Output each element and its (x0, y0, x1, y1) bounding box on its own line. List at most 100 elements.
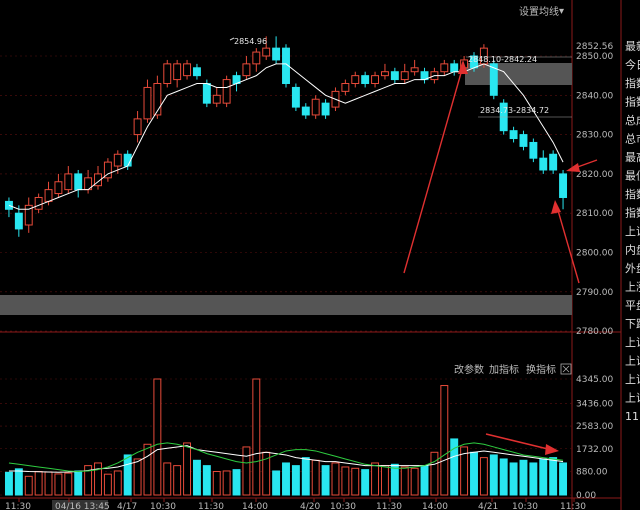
volume-bar[interactable] (4, 471, 13, 496)
candle[interactable] (54, 173, 63, 198)
volume-bar[interactable] (509, 462, 518, 496)
candle[interactable] (529, 138, 538, 163)
volume-bar[interactable] (94, 462, 102, 496)
candle[interactable] (410, 59, 419, 76)
volume-bar[interactable] (272, 470, 281, 496)
volume-bar[interactable] (311, 459, 320, 496)
candle[interactable] (440, 59, 449, 76)
candle[interactable] (4, 197, 13, 218)
volume-bar[interactable] (420, 465, 429, 496)
volume-bar[interactable] (44, 471, 53, 496)
candle[interactable] (450, 59, 459, 76)
candle[interactable] (212, 87, 221, 108)
candle[interactable] (163, 59, 172, 88)
volume-bar[interactable] (24, 475, 33, 496)
volume-bar[interactable] (341, 466, 350, 496)
volume-bar[interactable] (489, 454, 498, 496)
volume-bar[interactable] (113, 470, 122, 496)
volume-bars[interactable] (4, 378, 568, 496)
volume-bar[interactable] (84, 465, 93, 496)
volume-bar[interactable] (499, 458, 508, 496)
volume-bar[interactable] (143, 443, 152, 496)
candle[interactable] (291, 83, 300, 112)
volume-bar[interactable] (64, 472, 73, 496)
volume-bar[interactable] (321, 465, 330, 496)
volume-bar[interactable] (14, 468, 23, 496)
volume-bar[interactable] (380, 465, 389, 496)
candle[interactable] (380, 63, 389, 80)
volume-bar[interactable] (242, 446, 251, 496)
volume-bar[interactable] (529, 462, 538, 496)
volume-bar[interactable] (202, 465, 211, 496)
switch-indicator-button[interactable]: 换指标 (526, 363, 556, 376)
candle[interactable] (361, 71, 370, 88)
candle[interactable] (272, 36, 281, 64)
volume-bar[interactable] (282, 462, 290, 496)
candle[interactable] (74, 169, 83, 198)
change-params-button[interactable]: 改参数 (454, 363, 484, 376)
volume-bar[interactable] (153, 378, 162, 496)
volume-bar[interactable] (460, 446, 469, 496)
candle[interactable] (242, 56, 251, 80)
candle[interactable] (252, 48, 261, 72)
volume-bar[interactable] (291, 465, 300, 496)
candle[interactable] (192, 63, 201, 80)
volume-bar[interactable] (430, 451, 439, 496)
volume-bar[interactable] (539, 458, 548, 496)
close-icon[interactable] (560, 363, 572, 375)
candle[interactable] (549, 150, 558, 174)
volume-bar[interactable] (470, 451, 478, 496)
candle[interactable] (311, 95, 320, 119)
volume-bar[interactable] (54, 473, 63, 496)
add-indicator-button[interactable]: 加指标 (489, 363, 519, 376)
candle[interactable] (24, 197, 33, 233)
candle[interactable] (301, 103, 310, 119)
candle[interactable] (509, 126, 518, 143)
candle[interactable] (420, 67, 429, 84)
candle[interactable] (341, 79, 350, 96)
candle[interactable] (94, 166, 102, 190)
candle[interactable] (519, 130, 528, 151)
volume-bar[interactable] (34, 471, 43, 496)
volume-bar[interactable] (74, 470, 83, 496)
volume-bar[interactable] (222, 470, 231, 496)
volume-bar[interactable] (410, 467, 419, 496)
candle[interactable] (64, 166, 73, 194)
volume-bar[interactable] (301, 457, 310, 496)
candle[interactable] (539, 150, 548, 174)
volume-bar[interactable] (440, 385, 449, 496)
volume-bar[interactable] (192, 459, 201, 496)
volume-bar[interactable] (163, 462, 172, 496)
volume-bar[interactable] (351, 467, 360, 496)
candle[interactable] (34, 193, 43, 214)
volume-bar[interactable] (173, 465, 182, 496)
volume-bar[interactable] (183, 442, 192, 496)
volume-bar[interactable] (371, 462, 380, 496)
volume-bar[interactable] (103, 473, 112, 496)
candle[interactable] (321, 99, 330, 119)
candle[interactable] (282, 44, 290, 88)
volume-bar[interactable] (390, 463, 399, 496)
candle[interactable] (262, 36, 271, 60)
candle[interactable] (103, 158, 112, 182)
candle[interactable] (232, 71, 241, 92)
volume-bar[interactable] (400, 466, 409, 496)
candle[interactable] (143, 79, 152, 123)
candle[interactable] (222, 75, 231, 108)
volume-bar[interactable] (519, 459, 528, 496)
candle[interactable] (153, 75, 162, 119)
candle[interactable] (371, 71, 380, 88)
volume-bar[interactable] (549, 457, 558, 496)
candle[interactable] (183, 59, 192, 80)
volume-bar[interactable] (559, 462, 568, 496)
volume-bar[interactable] (232, 469, 241, 496)
volume-bar[interactable] (361, 469, 370, 496)
candle[interactable] (351, 71, 360, 88)
candle[interactable] (390, 67, 399, 84)
candle[interactable] (400, 63, 409, 84)
volume-bar[interactable] (450, 438, 459, 496)
candle[interactable] (559, 169, 568, 210)
settings-ma-button[interactable]: 设置均线 (519, 5, 559, 18)
volume-bar[interactable] (479, 457, 488, 496)
